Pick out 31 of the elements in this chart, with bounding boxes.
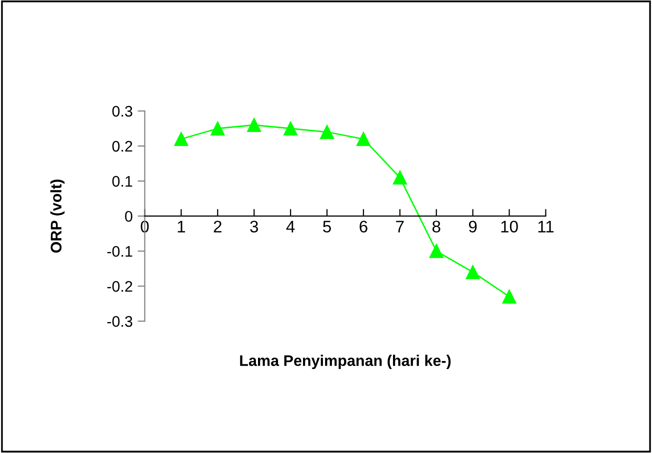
x-tick-label: 1 [178, 220, 186, 232]
x-tick-label: 4 [286, 220, 295, 232]
point [466, 265, 480, 280]
x-tick-label: 8 [432, 220, 440, 232]
y-tick-label: -0.1 [107, 246, 132, 257]
y-tick-label: 0.2 [112, 140, 132, 152]
x-axis-title: Lama Penyimpanan (hari ke-) [240, 354, 451, 370]
y-tick-label: -0.3 [107, 316, 132, 327]
y-tick-label: 0.3 [112, 106, 132, 117]
x-tick-label: 9 [468, 220, 477, 232]
point [429, 244, 444, 258]
x-tick-label: 6 [360, 220, 368, 232]
x-tick-label: 5 [323, 220, 331, 232]
x-tick-label: 0 [140, 220, 149, 232]
y-axis-title: ORP (volt) [50, 180, 65, 253]
x-tick-label: 10 [501, 220, 518, 232]
y-tick-label: 0.1 [112, 176, 132, 187]
x-tick-label: 2 [214, 220, 222, 232]
point [247, 118, 262, 132]
point [320, 125, 334, 139]
y-tick-label: -0.2 [107, 281, 132, 292]
point [174, 132, 188, 146]
y-tick-label: 0 [125, 210, 132, 222]
x-tick-label: 3 [250, 220, 258, 232]
x-tick-label: 11 [538, 220, 554, 232]
point [356, 132, 370, 146]
x-tick-label: 7 [396, 220, 404, 232]
point [210, 122, 225, 136]
point [392, 170, 407, 184]
point [502, 290, 516, 304]
point [284, 122, 298, 136]
